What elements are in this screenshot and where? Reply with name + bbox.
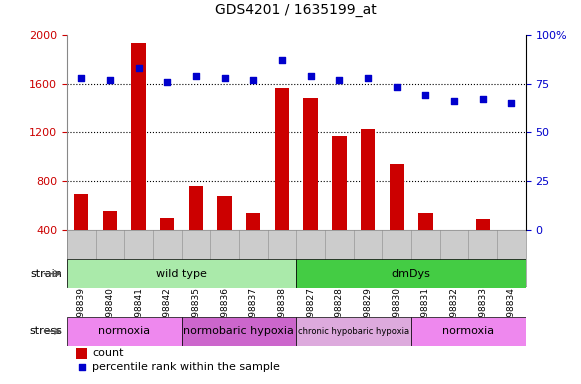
Point [478,96,487,102]
Point [306,73,315,79]
Point [77,74,86,81]
Bar [411,317,526,346]
Point [249,76,258,83]
Point [191,73,200,79]
Bar [160,218,174,279]
Bar [189,186,203,279]
Bar [76,348,88,359]
Text: normoxia: normoxia [442,326,494,336]
Bar [476,219,490,279]
Bar [418,213,433,279]
Bar [332,136,346,279]
Bar [131,43,146,279]
Point [163,78,172,84]
Bar [67,259,296,288]
Point [77,364,86,370]
Text: normobaric hypoxia: normobaric hypoxia [184,326,295,336]
Text: strain: strain [30,268,62,279]
Point [220,74,229,81]
Point [335,76,344,83]
Point [134,65,143,71]
Text: wild type: wild type [156,268,207,279]
Point [277,57,286,63]
Text: stress: stress [30,326,62,336]
Point [507,100,516,106]
Text: GDS4201 / 1635199_at: GDS4201 / 1635199_at [216,3,377,17]
Bar [181,317,296,346]
Text: dmDys: dmDys [392,268,431,279]
Bar [361,129,375,279]
Bar [504,232,519,279]
Bar [296,259,526,288]
Bar [275,88,289,279]
Bar [389,164,404,279]
Text: normoxia: normoxia [98,326,150,336]
Bar [74,194,88,279]
Point [421,92,430,98]
Point [392,84,401,91]
Bar [67,317,181,346]
Bar [103,211,117,279]
Text: chronic hypobaric hypoxia: chronic hypobaric hypoxia [298,327,409,336]
Text: count: count [92,348,124,358]
Bar [447,235,461,279]
Bar [246,213,260,279]
Point [363,74,372,81]
Bar [296,317,411,346]
Point [450,98,459,104]
Bar [217,196,232,279]
Text: percentile rank within the sample: percentile rank within the sample [92,362,280,372]
Bar [303,98,318,279]
Point [105,76,114,83]
